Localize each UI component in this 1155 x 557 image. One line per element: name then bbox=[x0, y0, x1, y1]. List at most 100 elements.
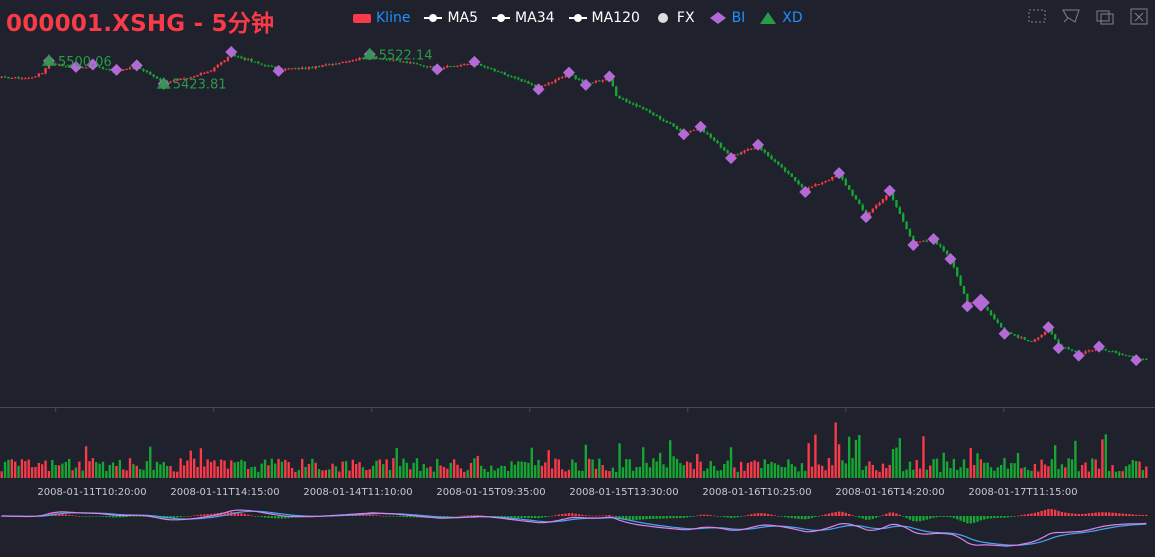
macd-bar bbox=[905, 516, 908, 519]
zoom-reset-icon[interactable] bbox=[1061, 7, 1081, 26]
macd-bar bbox=[669, 516, 672, 519]
candle-body bbox=[915, 241, 918, 244]
volume-bar bbox=[57, 465, 61, 478]
x-tick-label: 2008-01-11T14:15:00 bbox=[170, 487, 279, 498]
volume-bar bbox=[284, 459, 287, 478]
candle-body bbox=[777, 161, 780, 165]
candle-body bbox=[321, 65, 324, 67]
volume-bar bbox=[875, 470, 878, 478]
bi-marker bbox=[944, 253, 957, 265]
volume-bar bbox=[466, 470, 469, 478]
macd-bar bbox=[598, 515, 601, 517]
candle-body bbox=[105, 68, 108, 70]
bi-marker bbox=[468, 55, 481, 68]
macd-bar bbox=[449, 516, 452, 517]
candle-body bbox=[351, 60, 355, 62]
candle-body bbox=[1010, 332, 1013, 334]
macd-bar bbox=[1070, 513, 1074, 516]
volume-bar bbox=[280, 461, 284, 478]
macd-bar bbox=[712, 515, 716, 517]
macd-bar bbox=[1107, 512, 1111, 516]
restore-icon[interactable] bbox=[1129, 7, 1149, 26]
macd-bar bbox=[544, 516, 547, 518]
candle-body bbox=[128, 67, 132, 70]
volume-bar bbox=[1026, 469, 1030, 478]
candle-body bbox=[250, 59, 253, 62]
macd-bar bbox=[945, 516, 949, 518]
candle-body bbox=[662, 119, 665, 121]
volume-bar bbox=[729, 447, 733, 478]
volume-bar bbox=[20, 459, 24, 478]
candle-body bbox=[10, 77, 13, 79]
candle-body bbox=[155, 76, 159, 79]
macd-bar bbox=[952, 516, 956, 519]
volume-bar bbox=[358, 462, 361, 478]
legend-item-xd[interactable]: XD bbox=[759, 10, 803, 26]
macd-bar bbox=[1124, 513, 1128, 516]
volume-bar bbox=[307, 463, 311, 478]
macd-bar bbox=[1087, 513, 1091, 516]
legend-item-ma34[interactable]: MA34 bbox=[492, 10, 555, 26]
bi-marker bbox=[752, 138, 765, 151]
volume-bar bbox=[1138, 461, 1141, 478]
data-view-icon[interactable] bbox=[1095, 7, 1115, 26]
legend-symbol-bi-icon bbox=[709, 12, 726, 24]
volume-bar bbox=[615, 471, 618, 478]
volume-bar bbox=[885, 467, 888, 478]
volume-bar bbox=[277, 458, 280, 478]
macd-bar bbox=[1131, 514, 1134, 516]
macd-bar bbox=[1053, 509, 1057, 516]
volume-bar bbox=[125, 470, 128, 478]
candle-body bbox=[793, 177, 797, 181]
candle-body bbox=[854, 195, 858, 200]
candle-body bbox=[84, 67, 88, 69]
macd-bar bbox=[972, 516, 976, 523]
legend-item-kline[interactable]: Kline bbox=[353, 10, 410, 26]
candle-body bbox=[739, 152, 743, 155]
candle-body bbox=[500, 71, 503, 73]
volume-bar bbox=[68, 458, 71, 478]
volume-bar bbox=[1010, 462, 1013, 478]
legend-item-bi[interactable]: BI bbox=[709, 10, 745, 26]
volume-bar bbox=[344, 461, 348, 478]
volume-bar bbox=[861, 469, 864, 478]
macd-bar bbox=[1111, 512, 1114, 516]
volume-bar bbox=[449, 462, 452, 478]
legend-item-fx[interactable]: FX bbox=[654, 10, 695, 26]
candle-body bbox=[287, 68, 290, 70]
candle-body bbox=[945, 250, 949, 255]
volume-bar bbox=[1124, 466, 1128, 478]
legend-label: MA5 bbox=[447, 10, 479, 26]
macd-bar bbox=[966, 516, 969, 524]
volume-bar bbox=[17, 465, 20, 478]
volume-bar bbox=[844, 463, 847, 478]
candle-body bbox=[1040, 334, 1043, 338]
candle-body bbox=[446, 65, 449, 68]
candle-body bbox=[1104, 349, 1107, 351]
candle-body bbox=[479, 63, 483, 66]
volume-bar bbox=[206, 459, 209, 478]
candle-body bbox=[213, 67, 216, 71]
bi-marker bbox=[1042, 321, 1055, 334]
volume-bar bbox=[736, 471, 739, 478]
zoom-icon[interactable] bbox=[1027, 7, 1047, 26]
volume-bar bbox=[371, 465, 375, 478]
volume-bar bbox=[378, 459, 382, 478]
legend-item-ma120[interactable]: MA120 bbox=[568, 10, 640, 26]
volume-bar bbox=[186, 460, 189, 478]
macd-bar bbox=[824, 514, 827, 516]
volume-bar bbox=[503, 465, 506, 478]
volume-bar bbox=[81, 470, 84, 478]
macd-bar bbox=[848, 513, 851, 516]
candle-body bbox=[773, 159, 777, 162]
candle-body bbox=[672, 123, 675, 127]
candle-body bbox=[1023, 337, 1026, 340]
candle-body bbox=[1026, 339, 1030, 341]
volume-bar bbox=[777, 464, 780, 478]
macd-bar bbox=[1101, 512, 1104, 516]
legend-item-ma5[interactable]: MA5 bbox=[424, 10, 478, 26]
candle-body bbox=[442, 67, 446, 69]
candle-body bbox=[1121, 354, 1124, 356]
macd-bar bbox=[277, 516, 280, 519]
